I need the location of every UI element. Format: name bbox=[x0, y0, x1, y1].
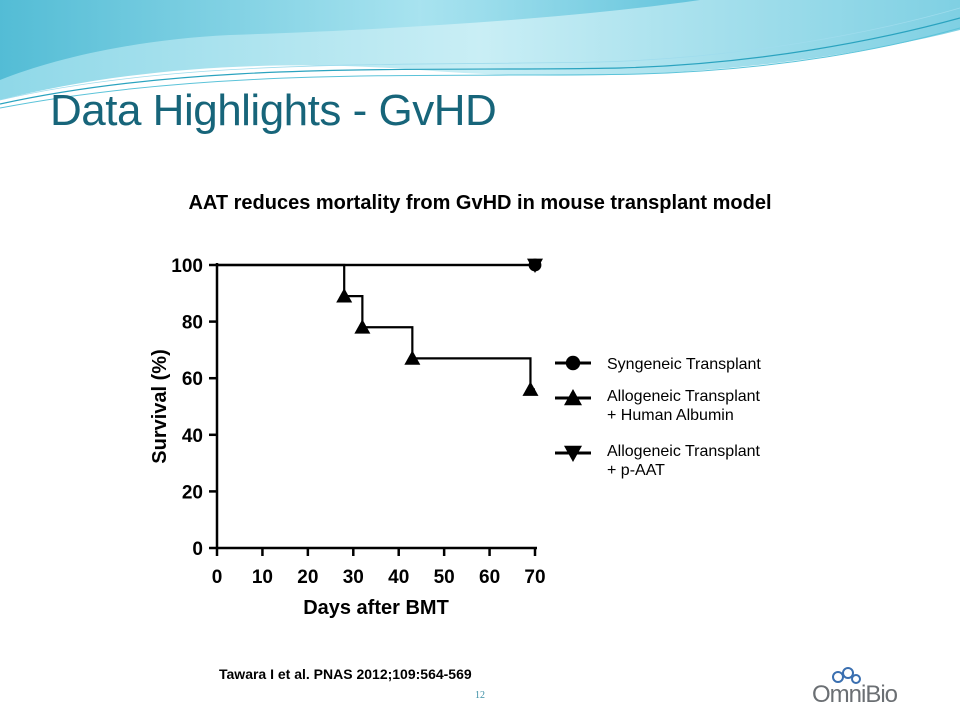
y-tick-label: 20 bbox=[182, 482, 203, 503]
y-tick-label: 0 bbox=[192, 539, 203, 560]
logo-text: OmniBio bbox=[812, 681, 898, 708]
x-tick-label: 0 bbox=[212, 567, 223, 588]
x-axis-title: Days after BMT bbox=[303, 597, 449, 619]
x-tick-label: 60 bbox=[479, 567, 500, 588]
series-marker-2 bbox=[336, 288, 353, 303]
x-tick-label: 10 bbox=[252, 567, 273, 588]
x-tick-label: 20 bbox=[297, 567, 318, 588]
x-tick-label: 40 bbox=[388, 567, 409, 588]
chart-subtitle: AAT reduces mortality from GvHD in mouse… bbox=[188, 192, 772, 214]
citation: Tawara I et al. PNAS 2012;109:564-569 bbox=[219, 666, 472, 682]
x-tick-label: 50 bbox=[434, 567, 455, 588]
x-tick-label: 30 bbox=[343, 567, 364, 588]
slide-title: Data Highlights - GvHD bbox=[50, 86, 497, 135]
y-tick-label: 80 bbox=[182, 313, 203, 334]
series-marker-2 bbox=[522, 381, 539, 396]
legend-label-3: Allogeneic Transplant bbox=[607, 443, 761, 460]
y-tick-label: 40 bbox=[182, 426, 203, 447]
legend-marker-3 bbox=[564, 445, 582, 462]
y-tick-label: 100 bbox=[171, 256, 203, 277]
chart-panel: 0 20 40 60 80 100 0 10 20 30 40 50 60 70 Days after BM… bbox=[145, 248, 800, 632]
legend-label-3: + p-AAT bbox=[607, 462, 665, 479]
series-marker-3 bbox=[527, 258, 543, 273]
y-tick-label: 60 bbox=[182, 369, 203, 390]
y-axis-title: Survival (%) bbox=[149, 349, 171, 463]
page-number: 12 bbox=[475, 690, 485, 701]
logo-mark-icon bbox=[832, 667, 861, 684]
omnibio-logo: OmniBio bbox=[806, 665, 908, 713]
legend-marker-2 bbox=[564, 389, 582, 406]
survival-chart: 0 20 40 60 80 100 0 10 20 30 40 50 60 70 Days after BM… bbox=[149, 256, 761, 619]
legend-marker-1 bbox=[565, 355, 581, 371]
header-wave-decoration bbox=[0, 0, 960, 109]
x-tick-label: 70 bbox=[524, 567, 545, 588]
legend-label-2: Allogeneic Transplant bbox=[607, 388, 761, 405]
series-line-2 bbox=[217, 263, 535, 391]
legend-label-2: + Human Albumin bbox=[607, 407, 734, 424]
legend-label-1: Syngeneic Transplant bbox=[607, 356, 761, 373]
series-marker-2 bbox=[354, 319, 371, 334]
series-marker-2 bbox=[404, 350, 421, 365]
